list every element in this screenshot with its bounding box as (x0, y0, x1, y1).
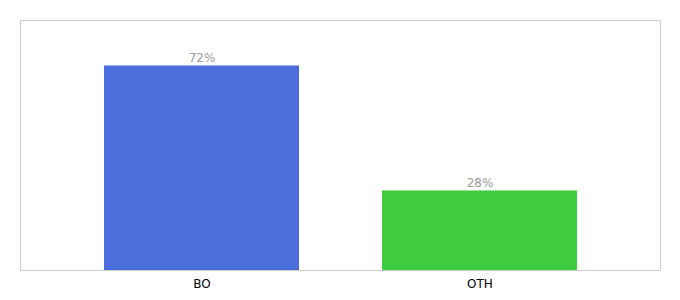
svg-text:28%: 28% (467, 176, 494, 190)
svg-text:OTH: OTH (467, 277, 493, 291)
svg-text:72%: 72% (189, 51, 216, 65)
svg-text:BO: BO (193, 277, 210, 291)
